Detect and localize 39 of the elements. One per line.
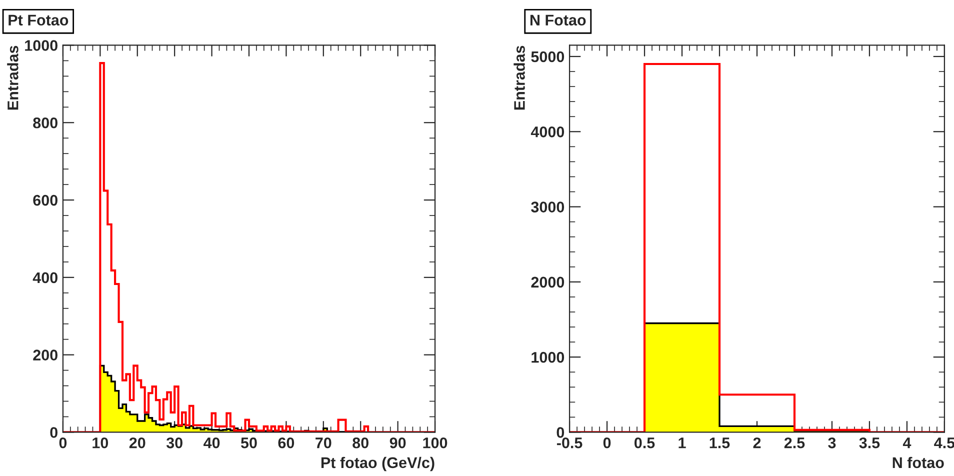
x-tick-label: 100 [423, 437, 448, 448]
x-tick-label: 80 [352, 437, 368, 448]
x-tick-label: 60 [278, 437, 294, 448]
y-tick-label: 600 [33, 194, 58, 206]
y-axis-title: Entradas [514, 46, 525, 110]
x-axis-title: Pt fotao (GeV/c) [321, 456, 434, 472]
y-tick-label: 200 [33, 350, 58, 360]
y-tick-label: 1000 [532, 352, 564, 363]
chart-title: N Fotao [530, 14, 586, 26]
x-tick-label: 0.5 [634, 437, 655, 448]
x-tick-label: 2 [753, 437, 761, 448]
x-tick-label: 50 [240, 437, 257, 448]
x-tick-label: 4 [902, 438, 912, 448]
y-tick-label: 3000 [531, 202, 564, 212]
x-tick-label: 90 [390, 437, 406, 448]
x-tick-label: 10 [92, 437, 108, 448]
x-tick-label: 3 [828, 437, 836, 448]
y-tick-label: 0 [50, 427, 58, 438]
y-tick-label: 1000 [25, 40, 58, 51]
x-axis-title: N fotao [892, 456, 944, 468]
y-tick-label: 2000 [531, 276, 564, 288]
x-tick-label: 0 [59, 437, 67, 448]
y-tick-label: 0 [556, 427, 564, 438]
x-tick-label: 1.5 [710, 438, 730, 448]
x-tick-label: 30 [166, 437, 182, 448]
x-tick-label: 40 [204, 437, 220, 448]
y-tick-label: 5000 [531, 51, 564, 62]
chart-title: Pt Fotao [8, 14, 68, 26]
x-tick-label: -0.5 [556, 437, 582, 448]
x-tick-label: 1 [678, 438, 686, 448]
x-tick-label: 0 [603, 437, 611, 448]
x-tick-label: 2.5 [784, 437, 805, 448]
x-tick-label: 3.5 [859, 437, 880, 448]
y-axis-title: Entradas [7, 46, 18, 110]
y-tick-label: 400 [32, 272, 58, 284]
x-tick-label: 70 [316, 437, 332, 448]
y-tick-label: 800 [33, 117, 58, 128]
y-tick-label: 4000 [530, 126, 564, 138]
x-tick-label: 20 [129, 437, 146, 448]
